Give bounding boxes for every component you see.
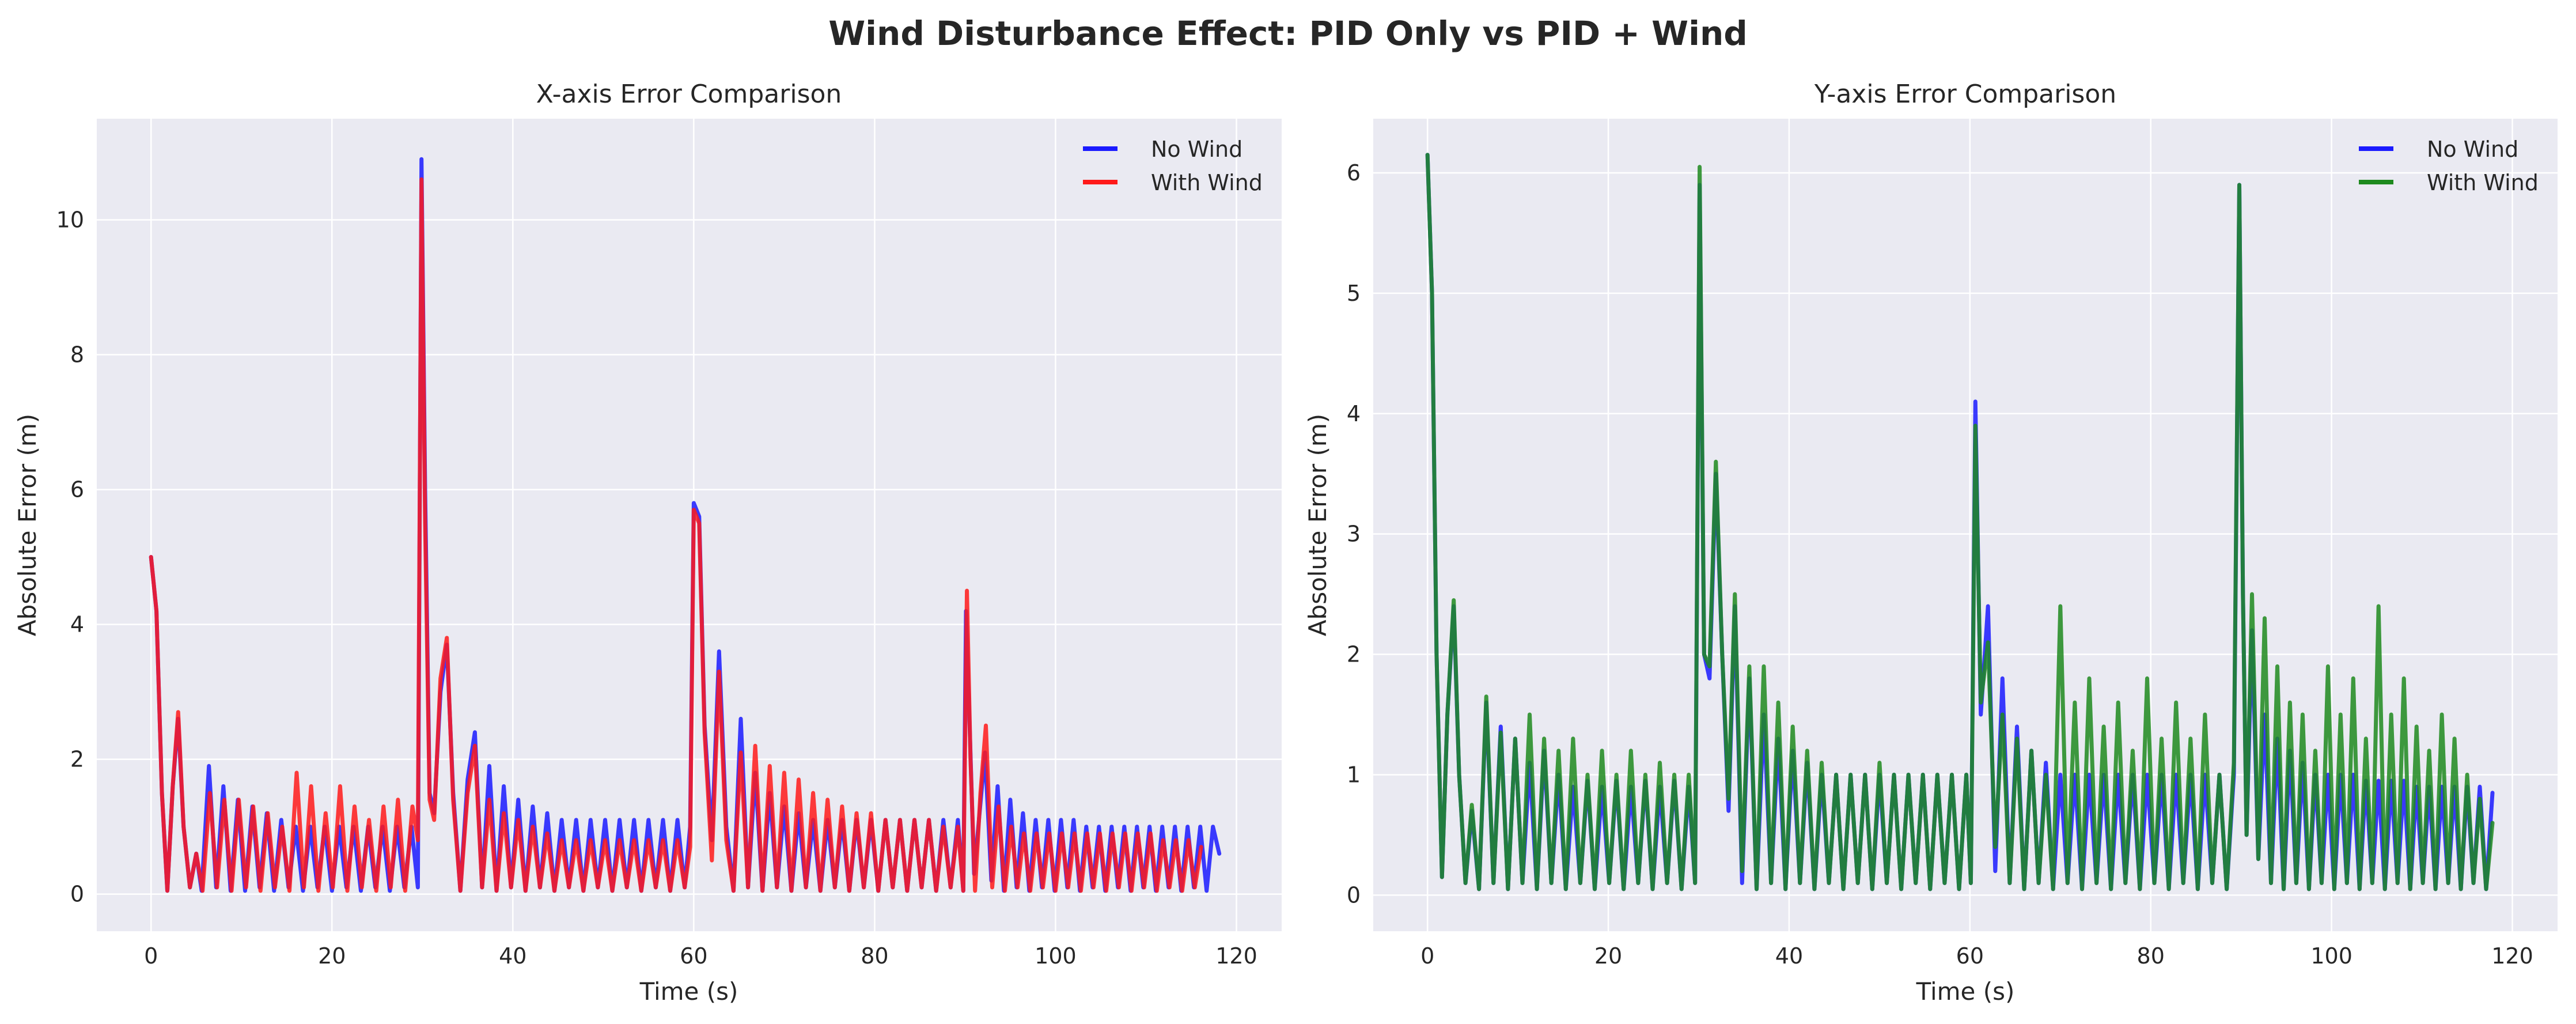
x-yticks: 0 2 4 6 8 10 (56, 207, 84, 907)
x-series-with-wind (149, 177, 1203, 893)
x-series-group (149, 157, 1222, 893)
x-xticks: 0 20 40 60 80 100 120 (144, 943, 1257, 969)
x-xtick-label: 80 (861, 943, 888, 969)
x-panel-title: X-axis Error Comparison (536, 80, 842, 109)
y-yticks: 0 1 2 3 4 5 6 (1347, 160, 1361, 908)
y-xticks: 0 20 40 60 80 100 120 (1420, 943, 2533, 969)
x-ytick-label: 8 (70, 342, 84, 368)
y-series-with-wind (1425, 153, 2495, 891)
y-ytick-label: 1 (1347, 762, 1361, 787)
x-gridlines (97, 119, 1282, 931)
y-legend-label-with-wind: With Wind (2427, 170, 2539, 195)
x-legend-label-no-wind: No Wind (1151, 137, 1242, 162)
y-ytick-label: 4 (1347, 401, 1361, 426)
y-xtick-label: 40 (1775, 943, 1803, 969)
x-ytick-label: 0 (70, 882, 84, 907)
x-panel-xlabel: Time (s) (639, 977, 738, 1006)
x-xtick-label: 100 (1035, 943, 1077, 969)
x-xtick-label: 20 (318, 943, 346, 969)
y-panel-title: Y-axis Error Comparison (1814, 80, 2116, 109)
x-xtick-label: 0 (144, 943, 158, 969)
y-xtick-label: 0 (1420, 943, 1434, 969)
x-panel-ylabel: Absolute Error (m) (13, 414, 41, 636)
x-axis-error-panel: X-axis Error Comparison 0 20 40 60 80 100 120 … (13, 80, 1282, 1006)
y-series-group (1425, 153, 2495, 891)
y-xtick-label: 60 (1956, 943, 1984, 969)
x-xtick-label: 60 (680, 943, 707, 969)
y-xtick-label: 20 (1594, 943, 1622, 969)
y-panel-ylabel: Absolute Error (m) (1304, 414, 1332, 636)
y-ytick-label: 3 (1347, 522, 1361, 547)
y-xtick-label: 100 (2310, 943, 2353, 969)
x-ytick-label: 2 (70, 747, 84, 772)
y-ytick-label: 5 (1347, 281, 1361, 306)
y-legend-label-no-wind: No Wind (2427, 137, 2518, 162)
y-ytick-label: 2 (1347, 642, 1361, 667)
y-legend: No Wind With Wind (2359, 137, 2539, 195)
y-ytick-label: 6 (1347, 160, 1361, 186)
x-ytick-label: 4 (70, 612, 84, 637)
y-ytick-label: 0 (1347, 882, 1361, 908)
y-axis-error-panel: Y-axis Error Comparison 0 20 40 60 80 100 120 … (1304, 80, 2558, 1006)
y-xtick-label: 120 (2491, 943, 2533, 969)
y-panel-xlabel: Time (s) (1916, 977, 2015, 1006)
x-ytick-label: 6 (70, 477, 84, 502)
figure-title: Wind Disturbance Effect: PID Only vs PID… (828, 14, 1748, 53)
x-legend-label-with-wind: With Wind (1151, 170, 1263, 195)
x-xtick-label: 40 (499, 943, 526, 969)
y-xtick-label: 80 (2137, 943, 2165, 969)
x-ytick-label: 10 (56, 207, 84, 233)
x-legend: No Wind With Wind (1083, 137, 1263, 195)
x-xtick-label: 120 (1215, 943, 1257, 969)
